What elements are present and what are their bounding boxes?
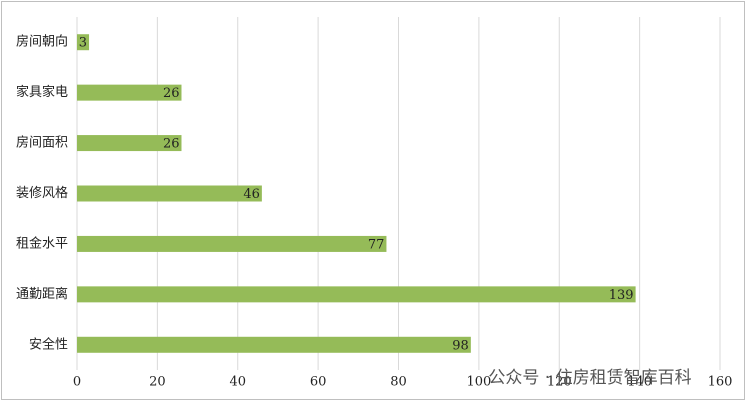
bar	[77, 235, 387, 252]
x-tick-label: 80	[390, 375, 407, 390]
x-tick-label: 40	[229, 375, 246, 390]
y-tick-label: 家具家电	[16, 84, 68, 100]
y-tick-label: 房间面积	[16, 135, 68, 151]
x-tick-label: 120	[547, 375, 572, 390]
x-tick-label: 160	[708, 375, 733, 390]
bar	[77, 185, 262, 202]
x-tick-label: 140	[627, 375, 652, 390]
bar	[77, 34, 90, 51]
data-label: 77	[368, 237, 385, 252]
y-tick-label: 房间朝向	[16, 34, 68, 50]
bar	[77, 84, 182, 101]
data-label: 139	[609, 288, 634, 303]
x-tick-label: 20	[149, 375, 166, 390]
data-label: 26	[163, 86, 180, 101]
x-tick-label: 0	[73, 375, 81, 390]
bar	[77, 286, 636, 303]
y-tick-label: 装修风格	[16, 185, 68, 201]
y-tick-label: 通勤距离	[16, 286, 68, 302]
watermark: 公众号 · 住房租赁智库百科	[488, 368, 691, 388]
x-tick-label: 60	[310, 375, 327, 390]
data-label: 46	[243, 187, 260, 202]
bar	[77, 135, 182, 152]
data-label: 26	[163, 137, 180, 152]
y-tick-label: 租金水平	[16, 235, 68, 251]
data-label: 3	[79, 36, 87, 51]
bar	[77, 336, 471, 353]
x-tick-label: 100	[466, 375, 491, 390]
data-label: 98	[452, 338, 469, 353]
y-tick-label: 安全性	[29, 336, 68, 352]
